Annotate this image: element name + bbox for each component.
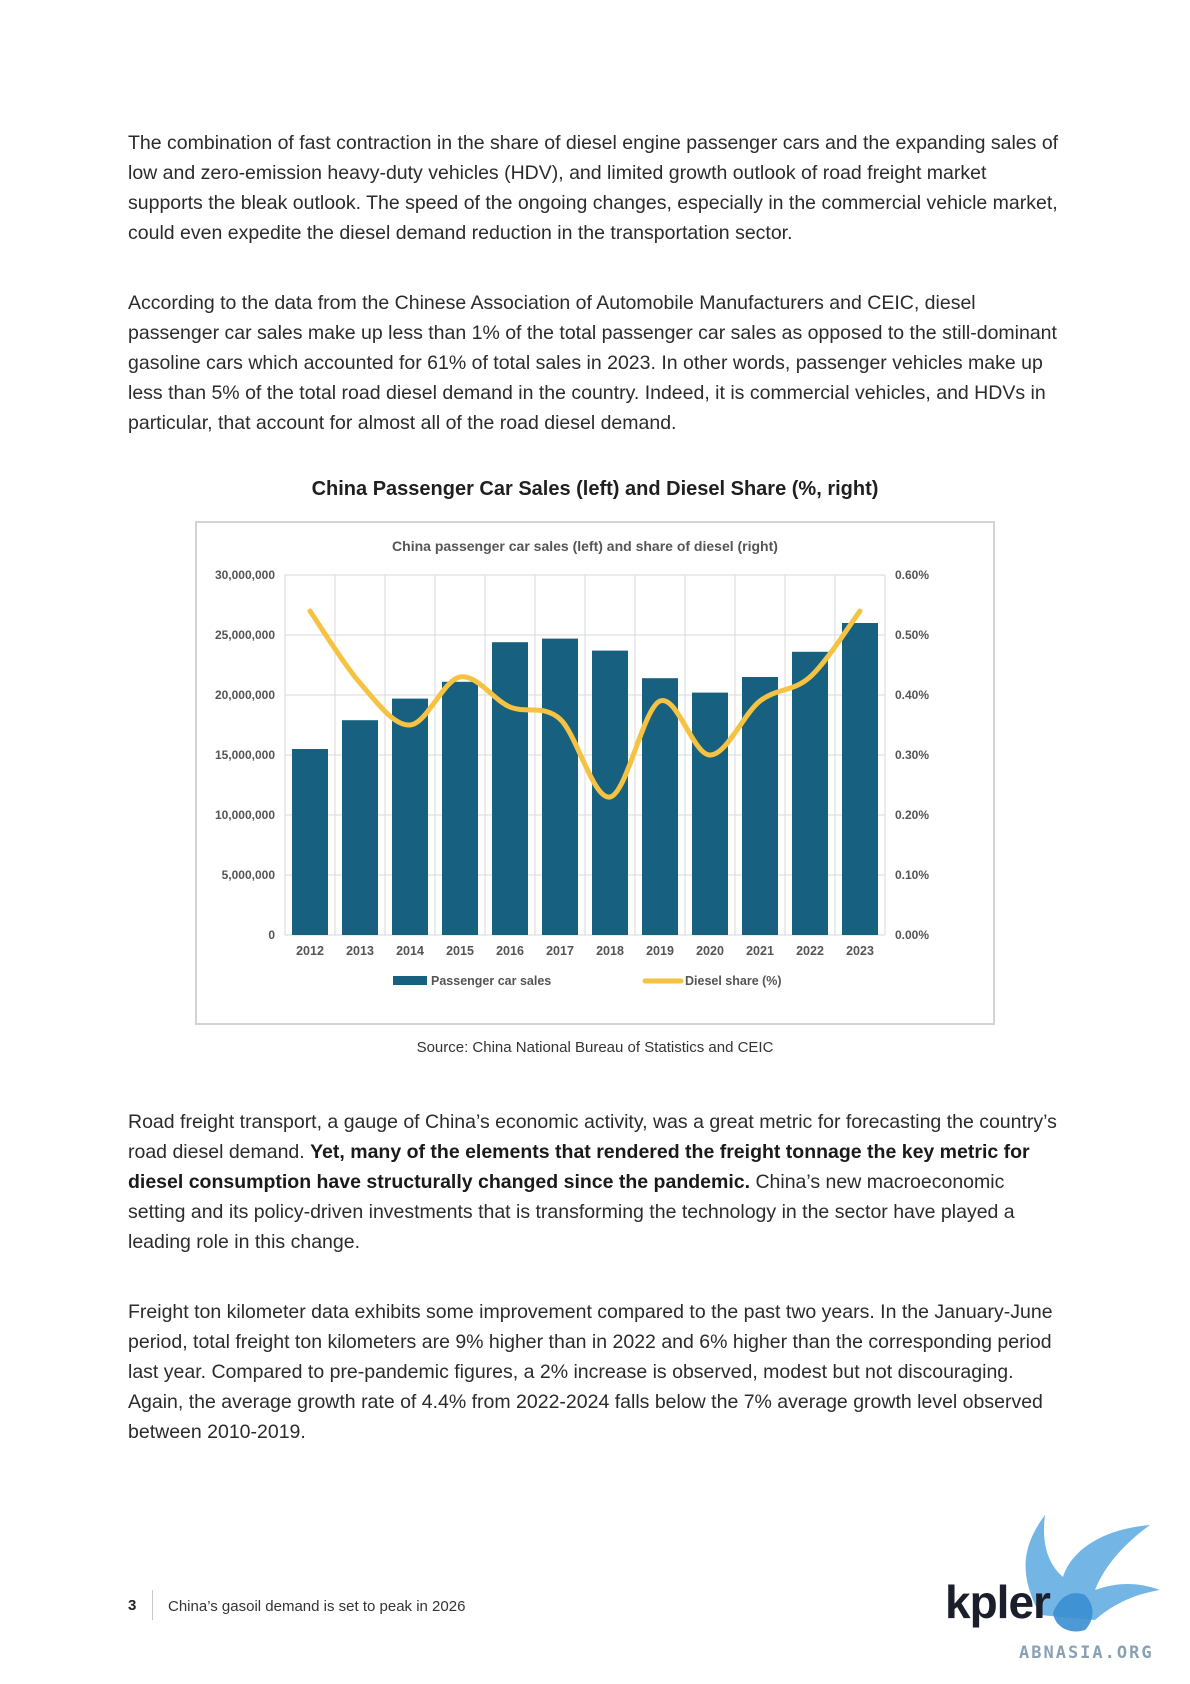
bar	[442, 681, 478, 935]
y-right-tick-label: 0.10%	[895, 868, 929, 882]
y-left-tick-label: 25,000,000	[215, 628, 275, 642]
figure-source: Source: China National Bureau of Statist…	[416, 1039, 774, 1056]
bar	[692, 692, 728, 935]
y-left-tick-label: 15,000,000	[215, 748, 275, 762]
figure-title: China Passenger Car Sales (left) and Die…	[311, 478, 879, 500]
bar	[742, 677, 778, 935]
y-left-tick-label: 30,000,000	[215, 568, 275, 582]
y-right-tick-label: 0.60%	[895, 568, 929, 582]
bar	[392, 698, 428, 935]
y-right-tick-label: 0.20%	[895, 808, 929, 822]
legend-swatch-bar	[393, 976, 427, 985]
x-tick-label: 2023	[846, 944, 874, 958]
data-paragraph: According to the data from the Chinese A…	[128, 292, 1057, 434]
freight-text-start: Road freight transport, a gauge of China…	[128, 1111, 1057, 1163]
ton-km-paragraph: Freight ton kilometer data exhibits some…	[128, 1301, 1053, 1443]
x-tick-label: 2019	[646, 944, 674, 958]
intro-paragraph: The combination of fast contraction in t…	[128, 132, 1059, 244]
x-tick-label: 2022	[796, 944, 824, 958]
y-right-tick-label: 0.40%	[895, 688, 929, 702]
y-right-tick-label: 0.30%	[895, 748, 929, 762]
chart-container: China passenger car sales (left) and sha…	[195, 521, 995, 1025]
page-number: 3	[128, 1597, 137, 1614]
y-left-tick-label: 5,000,000	[222, 868, 276, 882]
chart-inner-title: China passenger car sales (left) and sha…	[392, 538, 778, 554]
bar	[792, 651, 828, 935]
bar	[592, 650, 628, 935]
freight-text-end: China’s new macroeconomic setting and it…	[128, 1171, 1015, 1253]
x-tick-label: 2015	[446, 944, 474, 958]
freight-paragraph: Road freight transport, a gauge of China…	[128, 1107, 1063, 1257]
combo-chart: China passenger car sales (left) and sha…	[215, 538, 929, 988]
bar	[292, 749, 328, 935]
x-tick-label: 2021	[746, 944, 774, 958]
footer-divider	[152, 1590, 153, 1620]
bar	[492, 642, 528, 935]
x-tick-label: 2016	[496, 944, 524, 958]
x-tick-label: 2014	[396, 944, 424, 958]
griffin-icon	[1025, 1515, 1160, 1632]
x-tick-label: 2018	[596, 944, 624, 958]
y-left-tick-label: 0	[268, 928, 275, 942]
kpler-logo: kpler ABNASIA.ORG	[945, 1495, 1185, 1675]
bar	[542, 638, 578, 935]
watermark-text: ABNASIA.ORG	[1019, 1643, 1154, 1663]
footer-title: China’s gasoil demand is set to peak in …	[168, 1598, 466, 1615]
bar	[842, 623, 878, 935]
kpler-wordmark: kpler	[945, 1576, 1051, 1628]
y-right-tick-label: 0.00%	[895, 928, 929, 942]
x-tick-label: 2020	[696, 944, 724, 958]
x-tick-label: 2017	[546, 944, 574, 958]
freight-text-bold: Yet, many of the elements that rendered …	[128, 1141, 1030, 1193]
legend-label-bar: Passenger car sales	[431, 974, 551, 988]
y-left-tick-label: 20,000,000	[215, 688, 275, 702]
x-tick-label: 2013	[346, 944, 374, 958]
y-left-tick-label: 10,000,000	[215, 808, 275, 822]
bar	[342, 720, 378, 935]
x-tick-label: 2012	[296, 944, 324, 958]
y-right-tick-label: 0.50%	[895, 628, 929, 642]
legend-label-line: Diesel share (%)	[685, 974, 782, 988]
